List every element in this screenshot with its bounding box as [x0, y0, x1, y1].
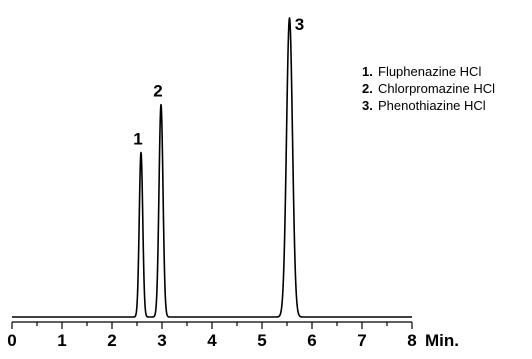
legend: 1. Fluphenazine HCl 2. Chlorpromazine HCl 3.…: [362, 64, 495, 113]
legend-entry: Phenothiazine HCl: [378, 98, 486, 113]
chromatogram-trace-group: [11, 17, 413, 318]
x-axis: 0 1 2 3 4 5 6 7 8 Min.: [7, 321, 459, 350]
x-tick-label: 6: [307, 331, 316, 350]
legend-entry: Fluphenazine HCl: [378, 64, 481, 79]
x-tick-label: 2: [107, 331, 116, 350]
legend-number: 2.: [362, 81, 373, 96]
peak-label-2: 2: [153, 82, 162, 101]
x-tick-label: 3: [157, 331, 166, 350]
peak-labels: 1 2 3: [133, 15, 304, 149]
x-axis-label: Min.: [425, 331, 459, 350]
chromatogram-trace: [11, 17, 413, 318]
x-tick-label: 0: [7, 331, 16, 350]
legend-entry: Chlorpromazine HCl: [378, 81, 495, 96]
x-tick-label: 1: [57, 331, 66, 350]
legend-number: 1.: [362, 64, 373, 79]
x-tick-label: 8: [407, 331, 416, 350]
peak-label-1: 1: [133, 130, 142, 149]
legend-number: 3.: [362, 98, 373, 113]
x-tick-label: 5: [257, 331, 266, 350]
x-tick-label: 7: [357, 331, 366, 350]
x-tick-label: 4: [207, 331, 217, 350]
peak-label-3: 3: [295, 15, 304, 34]
